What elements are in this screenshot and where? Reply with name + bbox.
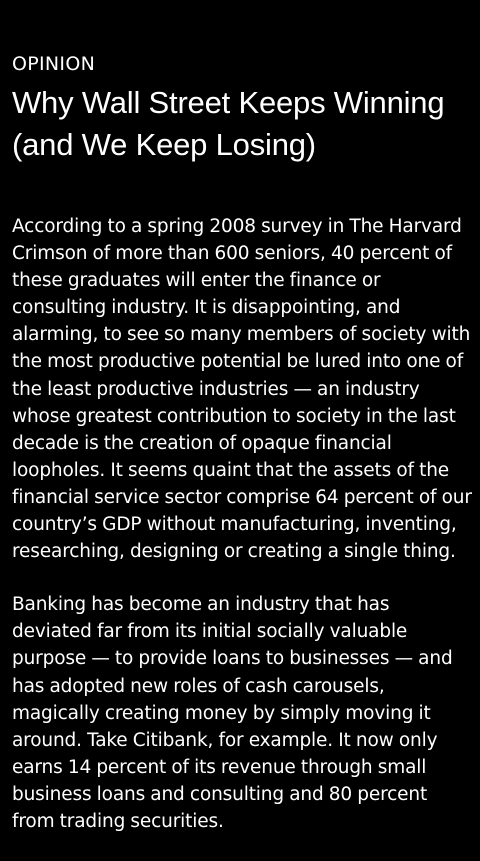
section-label: OPINION — [12, 53, 96, 75]
article-title: Why Wall Street Keeps Winning (and We Ke… — [12, 85, 445, 162]
article-paragraph: According to a spring 2008 survey in The… — [12, 216, 472, 563]
article-body[interactable]: According to a spring 2008 survey in The… — [12, 213, 474, 835]
article-paragraph: Banking has become an industry that has … — [12, 594, 453, 832]
article: OPINION Why Wall Street Keeps Winning (a… — [12, 52, 474, 861]
